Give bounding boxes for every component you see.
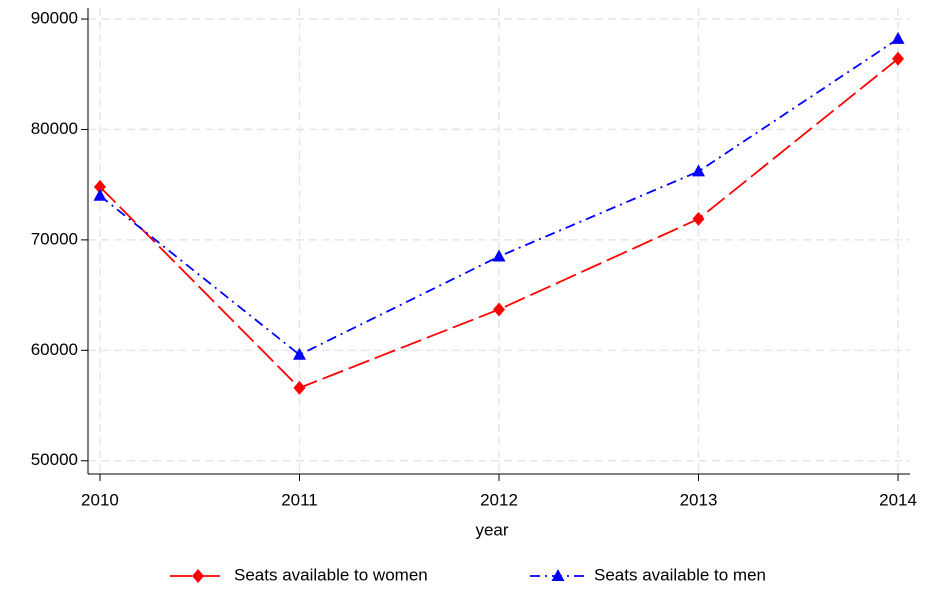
data-point [892, 51, 905, 66]
y-tick-label: 90000 [31, 9, 78, 28]
data-point [492, 249, 506, 262]
data-point [493, 302, 505, 317]
x-tick-label: 2013 [680, 490, 718, 509]
legend-label: Seats available to men [594, 565, 766, 584]
y-tick-label: 80000 [31, 119, 78, 138]
x-tick-label: 2010 [81, 490, 119, 509]
data-point [293, 380, 306, 395]
x-tick-label: 2011 [281, 490, 318, 509]
x-tick-label: 2012 [480, 490, 518, 509]
data-point [692, 164, 706, 177]
data-point [692, 211, 705, 226]
data-point [93, 188, 107, 201]
y-tick-label: 70000 [31, 229, 78, 248]
y-tick-label: 60000 [31, 340, 78, 359]
legend-label: Seats available to women [234, 565, 428, 584]
legend-marker [551, 569, 565, 581]
legend-marker [192, 569, 204, 583]
x-tick-label: 2014 [879, 490, 917, 509]
data-point [93, 179, 106, 194]
y-tick-label: 50000 [31, 450, 78, 469]
data-point [292, 347, 306, 360]
data-point [891, 31, 905, 44]
x-axis-label: year [475, 520, 508, 539]
